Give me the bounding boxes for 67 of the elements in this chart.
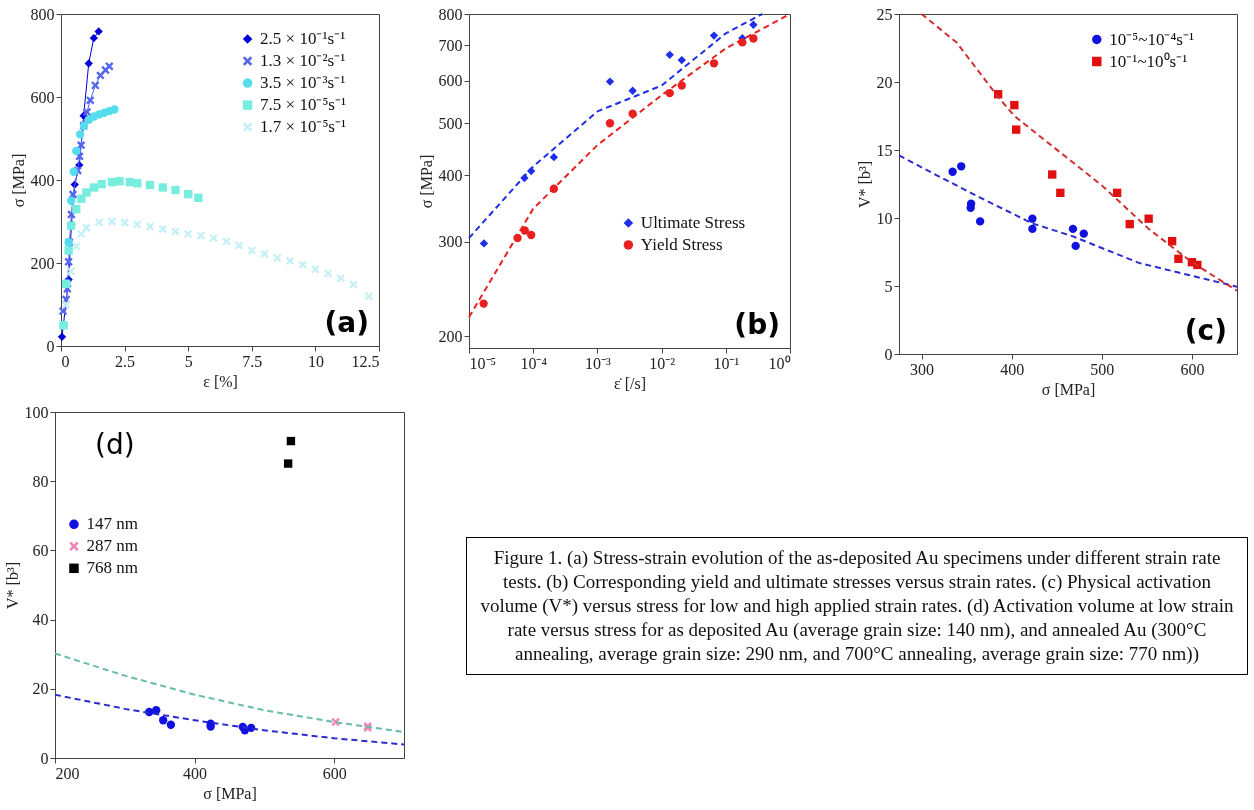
x-tick-label: 10⁻¹ <box>713 354 740 372</box>
x-tick-label: 600 <box>322 764 347 782</box>
y-tick-label: 300 <box>438 233 463 251</box>
annotation: (d) <box>95 428 135 461</box>
y-tick-label: 15 <box>876 141 893 159</box>
y-axis-title: σ [MPa] <box>417 154 435 209</box>
y-tick-label: 20 <box>32 680 49 698</box>
legend-label: 1.3 × 10⁻²s⁻¹ <box>260 51 346 71</box>
x-tick-label: 500 <box>1090 360 1115 378</box>
legend-label: 7.5 × 10⁻⁵s⁻¹ <box>260 95 347 115</box>
x-tick-label: 200 <box>55 764 80 782</box>
x-axis-title: ε [%] <box>203 372 238 390</box>
legend-label: 287 nm <box>86 536 138 556</box>
legend-label: 147 nm <box>86 514 138 534</box>
y-tick-label: 800 <box>438 5 463 23</box>
annotation: (a) <box>324 306 369 339</box>
x-tick-label: 7.5 <box>242 352 263 370</box>
y-tick-label: 25 <box>876 5 893 23</box>
y-axis-title: V* [b³] <box>3 561 21 610</box>
y-tick-label: 200 <box>438 327 463 345</box>
y-tick-label: 400 <box>438 166 463 184</box>
y-axis-title: V* [b³] <box>855 160 873 209</box>
x-axis-title: σ [MPa] <box>203 784 257 802</box>
x-tick-label: 5 <box>184 352 193 370</box>
x-tick-label: 10⁰ <box>768 354 791 372</box>
y-tick-label: 500 <box>438 114 463 132</box>
y-tick-label: 200 <box>30 254 55 272</box>
y-tick-label: 700 <box>438 36 463 54</box>
x-tick-label: 2.5 <box>115 352 136 370</box>
legend-label: 10⁻⁵~10⁻⁴s⁻¹ <box>1109 29 1195 49</box>
x-tick-label: 10⁻² <box>649 354 676 372</box>
y-tick-label: 0 <box>40 749 49 767</box>
x-tick-label: 400 <box>1000 360 1025 378</box>
x-tick-label: 600 <box>1180 360 1205 378</box>
legend-label: Ultimate Stress <box>640 212 746 232</box>
y-tick-label: 600 <box>438 72 463 90</box>
x-tick-label: 12.5 <box>351 352 380 370</box>
y-tick-label: 800 <box>30 5 55 23</box>
x-tick-label: 0 <box>61 352 70 370</box>
y-tick-label: 100 <box>24 403 49 421</box>
legend-label: 3.5 × 10⁻³s⁻¹ <box>260 73 346 93</box>
x-tick-label: 10 <box>307 352 324 370</box>
x-tick-label: 400 <box>183 764 208 782</box>
annotation: (b) <box>734 308 780 341</box>
legend-label: 2.5 × 10⁻¹s⁻¹ <box>260 29 346 49</box>
y-tick-label: 10 <box>876 209 893 227</box>
y-tick-label: 40 <box>32 611 49 629</box>
legend-label: 10⁻¹~10⁰s⁻¹ <box>1109 51 1188 71</box>
annotation: (c) <box>1184 314 1227 347</box>
x-axis-title: ε̇ [/s] <box>613 374 647 392</box>
y-axis-title: σ [MPa] <box>9 153 27 208</box>
y-tick-label: 80 <box>32 472 49 490</box>
x-tick-label: 10⁻⁵ <box>469 354 497 372</box>
legend-label: Yield Stress <box>640 234 723 254</box>
x-tick-label: 300 <box>910 360 935 378</box>
y-tick-label: 0 <box>46 337 55 355</box>
x-axis-title: σ [MPa] <box>1041 380 1096 398</box>
y-tick-label: 60 <box>32 541 49 559</box>
legend-label: 1.7 × 10⁻⁵s⁻¹ <box>260 117 347 137</box>
caption: Figure 1. (a) Stress-strain evolution of the as-deposited Au specimens under different strain rate tests. (b) Corresponding yield and ultimate stresses versus strain rates. (c) Physical activation volume (V*) versus stress for low and high applied strain rates. (d) Activation volume at low strain rate versus stress for as deposited Au (average grain size: 140 nm), and annealed Au (300°C annealing, average grain size: 290 nm, and 700°C annealing, average grain size: 770 nm)) <box>479 546 1235 666</box>
y-tick-label: 20 <box>876 73 893 91</box>
x-tick-label: 10⁻³ <box>585 354 611 372</box>
y-tick-label: 600 <box>30 88 55 106</box>
y-tick-label: 400 <box>30 171 55 189</box>
legend-label: 768 nm <box>86 558 138 578</box>
x-tick-label: 10⁻⁴ <box>520 354 548 372</box>
y-tick-label: 5 <box>884 277 893 295</box>
